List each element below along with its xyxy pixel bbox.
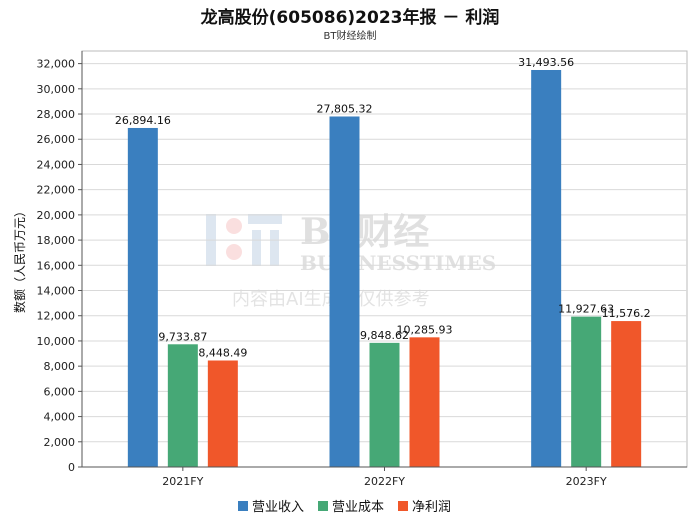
- y-tick-label: 20,000: [37, 209, 76, 222]
- legend-item: 营业收入: [238, 500, 304, 515]
- legend-swatch: [238, 501, 248, 511]
- watermark-logo-bar: [270, 230, 279, 266]
- y-tick-label: 10,000: [37, 335, 76, 348]
- chart-subtitle: BT财经绘制: [323, 31, 377, 42]
- y-tick-label: 12,000: [37, 310, 76, 323]
- legend-swatch: [398, 501, 408, 511]
- legend-swatch: [318, 501, 328, 511]
- y-tick-label: 28,000: [37, 108, 76, 121]
- y-tick-label: 16,000: [37, 259, 76, 272]
- legend-label: 营业成本: [332, 500, 384, 515]
- data-label: 11,927.63: [558, 303, 614, 316]
- legend-label: 净利润: [412, 500, 451, 515]
- y-tick-label: 14,000: [37, 285, 76, 298]
- data-label: 8,448.49: [198, 346, 247, 359]
- y-tick-label: 0: [68, 461, 75, 474]
- x-tick-label: 2022FY: [364, 475, 405, 488]
- bar: [571, 316, 602, 467]
- bar: [369, 342, 400, 467]
- x-tick-label: 2023FY: [566, 475, 607, 488]
- y-tick-label: 8,000: [44, 360, 76, 373]
- watermark-brand-cn: BT财经: [300, 211, 429, 253]
- legend-item: 净利润: [398, 500, 451, 515]
- x-tick-label: 2021FY: [162, 475, 203, 488]
- data-label: 9,733.87: [158, 330, 207, 343]
- y-tick-label: 24,000: [37, 158, 76, 171]
- y-tick-label: 4,000: [44, 411, 76, 424]
- watermark-logo-dot: [226, 218, 242, 234]
- bar: [531, 69, 562, 468]
- y-tick-label: 6,000: [44, 385, 76, 398]
- bar: [167, 344, 198, 467]
- bar: [329, 116, 360, 468]
- y-tick-label: 30,000: [37, 83, 76, 96]
- bar: [409, 337, 440, 467]
- chart-title: 龙高股份(605086)2023年报 － 利润: [200, 8, 500, 28]
- bar: [127, 127, 158, 468]
- y-axis-label: 数额（人民币万元）: [12, 205, 27, 313]
- y-tick-label: 26,000: [37, 133, 76, 146]
- y-tick-label: 18,000: [37, 234, 76, 247]
- data-label: 11,576.2: [602, 307, 651, 320]
- data-label: 26,894.16: [115, 114, 171, 127]
- watermark-brand-en: BUSINESSTIMES: [300, 251, 496, 275]
- y-tick-label: 32,000: [37, 58, 76, 71]
- watermark-logo-bar: [252, 230, 261, 266]
- y-tick-label: 2,000: [44, 436, 76, 449]
- watermark-logo-dot: [226, 244, 242, 260]
- data-label: 9,848.62: [360, 329, 409, 342]
- data-label: 10,285.93: [397, 323, 453, 336]
- legend-label: 营业收入: [252, 500, 304, 515]
- legend-item: 营业成本: [318, 500, 384, 515]
- bar: [611, 321, 642, 467]
- y-tick-label: 22,000: [37, 184, 76, 197]
- data-label: 31,493.56: [518, 56, 574, 69]
- data-label: 27,805.32: [317, 102, 373, 115]
- bar: [207, 360, 238, 467]
- watermark-logo-bar: [248, 214, 282, 224]
